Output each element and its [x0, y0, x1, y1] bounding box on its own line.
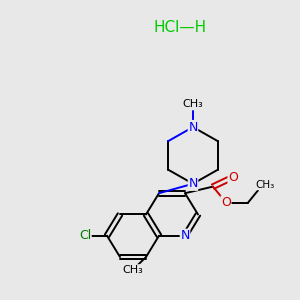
- Text: O: O: [221, 196, 231, 209]
- Text: HCl—H: HCl—H: [153, 20, 207, 34]
- Text: N: N: [180, 229, 190, 242]
- Text: N: N: [188, 177, 198, 190]
- Text: N: N: [188, 121, 198, 134]
- Text: CH₃: CH₃: [123, 265, 143, 275]
- Text: O: O: [228, 171, 238, 184]
- Text: CH₃: CH₃: [183, 99, 203, 110]
- Text: Cl: Cl: [79, 229, 91, 242]
- Text: CH₃: CH₃: [255, 180, 274, 190]
